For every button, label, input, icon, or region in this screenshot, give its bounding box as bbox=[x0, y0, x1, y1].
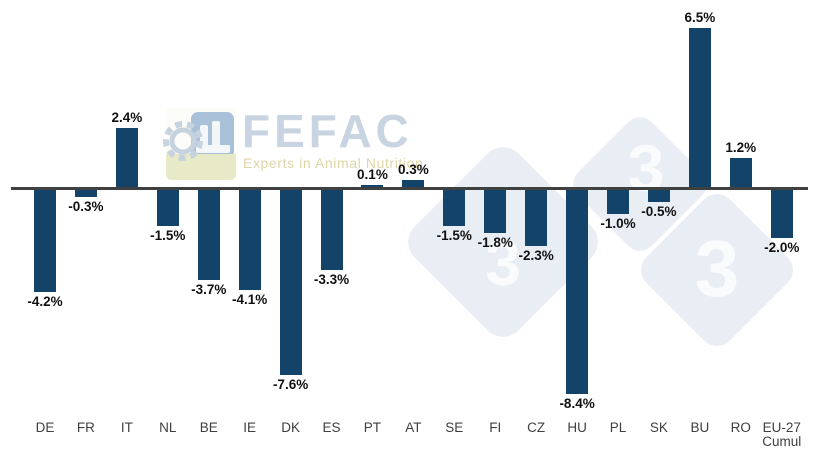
category-label-FI: FI bbox=[489, 420, 502, 435]
emblem-field-band bbox=[166, 154, 236, 180]
value-label-BU: 6.5% bbox=[684, 10, 716, 26]
bar-DE bbox=[34, 189, 56, 292]
category-label-DK: DK bbox=[281, 420, 300, 435]
bar-EU-27 bbox=[770, 189, 793, 239]
value-label-PL: -1.0% bbox=[600, 215, 636, 231]
value-label-NL: -1.5% bbox=[150, 228, 186, 244]
axis-line bbox=[11, 187, 808, 190]
category-label-DE: DE bbox=[35, 420, 55, 435]
category-label-ES: ES bbox=[322, 420, 341, 435]
value-label-CZ: -2.3% bbox=[518, 247, 554, 263]
category-label-RO: RO bbox=[730, 420, 751, 435]
value-label-RO: 1.2% bbox=[725, 139, 757, 155]
bar-RO bbox=[729, 157, 752, 187]
fefac-emblem bbox=[163, 108, 236, 180]
bar-BU bbox=[688, 28, 711, 187]
category-label-IE: IE bbox=[243, 420, 257, 435]
bar-PL bbox=[607, 189, 630, 214]
value-label-PT: 0.1% bbox=[357, 166, 388, 182]
value-label-IT: 2.4% bbox=[111, 110, 143, 126]
category-label-HU: HU bbox=[567, 420, 587, 435]
bar-IT bbox=[115, 128, 138, 187]
value-label-SE: -1.5% bbox=[436, 228, 472, 244]
category-label-CZ: CZ bbox=[527, 420, 546, 435]
category-label-FR: FR bbox=[76, 420, 95, 435]
value-label-BE: -3.7% bbox=[191, 281, 227, 297]
bar-SE bbox=[443, 189, 466, 227]
category-label-EU-27: EU-27 Cumul bbox=[762, 420, 802, 449]
bar-ES bbox=[320, 189, 343, 271]
bar-AT bbox=[402, 179, 425, 187]
value-label-SK: -0.5% bbox=[641, 203, 677, 219]
category-label-PL: PL bbox=[609, 420, 627, 435]
value-label-FI: -1.8% bbox=[477, 235, 513, 251]
category-label-IT: IT bbox=[120, 420, 133, 435]
value-label-DK: -7.6% bbox=[272, 376, 309, 392]
bar-IE bbox=[238, 189, 261, 290]
bar-FR bbox=[74, 189, 97, 197]
bar-PT bbox=[361, 184, 384, 187]
gear-icon bbox=[163, 121, 203, 161]
value-label-EU-27: -2.0% bbox=[764, 240, 800, 256]
bar-CZ bbox=[525, 189, 548, 246]
fefac-logo-watermark: FEFAC Experts in Animal Nutrition bbox=[163, 105, 426, 182]
diamond-3-glyph: 3 bbox=[695, 224, 740, 313]
category-label-SE: SE bbox=[445, 420, 464, 435]
diamond-shape bbox=[573, 117, 707, 251]
value-label-AT: 0.3% bbox=[397, 161, 429, 177]
value-label-FR: -0.3% bbox=[68, 198, 104, 214]
bar-DK bbox=[279, 189, 302, 375]
category-label-NL: NL bbox=[159, 420, 177, 435]
fefac-tagline: Experts in Animal Nutrition bbox=[243, 155, 424, 171]
bar-FI bbox=[484, 189, 507, 234]
bar-BE bbox=[197, 189, 220, 280]
diamond-shape bbox=[641, 194, 793, 346]
value-label-IE: -4.1% bbox=[232, 291, 268, 307]
value-label-DE: -4.2% bbox=[27, 293, 63, 309]
diamond-3-glyph: 3 bbox=[485, 227, 521, 299]
category-label-AT: AT bbox=[405, 420, 422, 435]
category-label-second-line: Cumul bbox=[762, 434, 802, 449]
value-label-ES: -3.3% bbox=[313, 272, 350, 288]
bar-SK bbox=[647, 189, 670, 202]
category-label-SK: SK bbox=[649, 420, 668, 435]
bar-HU bbox=[566, 189, 589, 395]
category-label-BE: BE bbox=[199, 420, 218, 435]
bar-NL bbox=[156, 189, 179, 227]
category-label-BU: BU bbox=[690, 420, 710, 435]
watermark-diamond-bottom: 3 bbox=[641, 194, 793, 346]
value-label-HU: -8.4% bbox=[559, 396, 595, 412]
category-label-PT: PT bbox=[363, 420, 382, 435]
fefac-wordmark: FEFAC bbox=[242, 105, 413, 157]
